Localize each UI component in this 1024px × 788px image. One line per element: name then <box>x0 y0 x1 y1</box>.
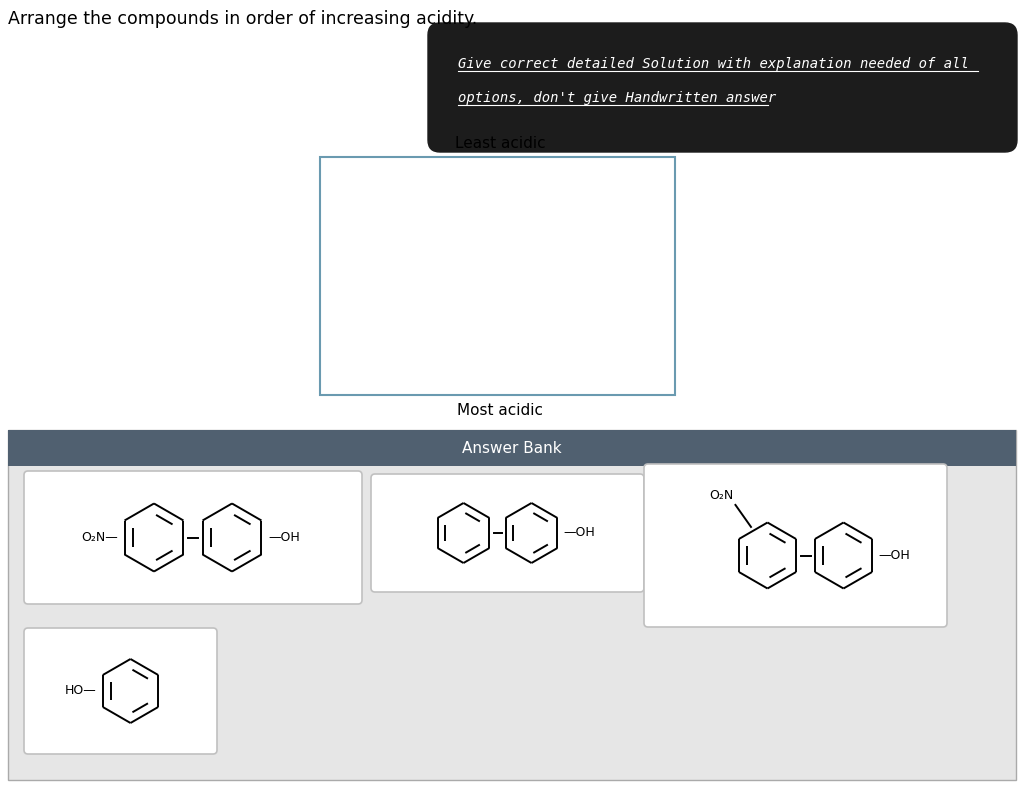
Text: —OH: —OH <box>268 531 300 544</box>
Text: Arrange the compounds in order of increasing acidity.: Arrange the compounds in order of increa… <box>8 10 477 28</box>
FancyBboxPatch shape <box>371 474 644 592</box>
Text: —OH: —OH <box>879 549 910 562</box>
Text: Give correct detailed Solution with explanation needed of all: Give correct detailed Solution with expl… <box>458 57 969 71</box>
Bar <box>8 430 1016 780</box>
FancyBboxPatch shape <box>428 23 1017 152</box>
Bar <box>319 157 675 395</box>
Text: O₂N—: O₂N— <box>81 531 118 544</box>
Text: Answer Bank: Answer Bank <box>462 440 562 455</box>
FancyBboxPatch shape <box>24 628 217 754</box>
Text: Most acidic: Most acidic <box>457 403 543 418</box>
FancyBboxPatch shape <box>644 464 947 627</box>
Text: HO—: HO— <box>65 685 96 697</box>
Bar <box>8 430 1016 466</box>
FancyBboxPatch shape <box>24 471 362 604</box>
Text: O₂N: O₂N <box>710 489 733 502</box>
Text: —OH: —OH <box>563 526 595 540</box>
Text: options, don't give Handwritten answer: options, don't give Handwritten answer <box>458 91 776 105</box>
Text: Least acidic: Least acidic <box>455 136 546 151</box>
